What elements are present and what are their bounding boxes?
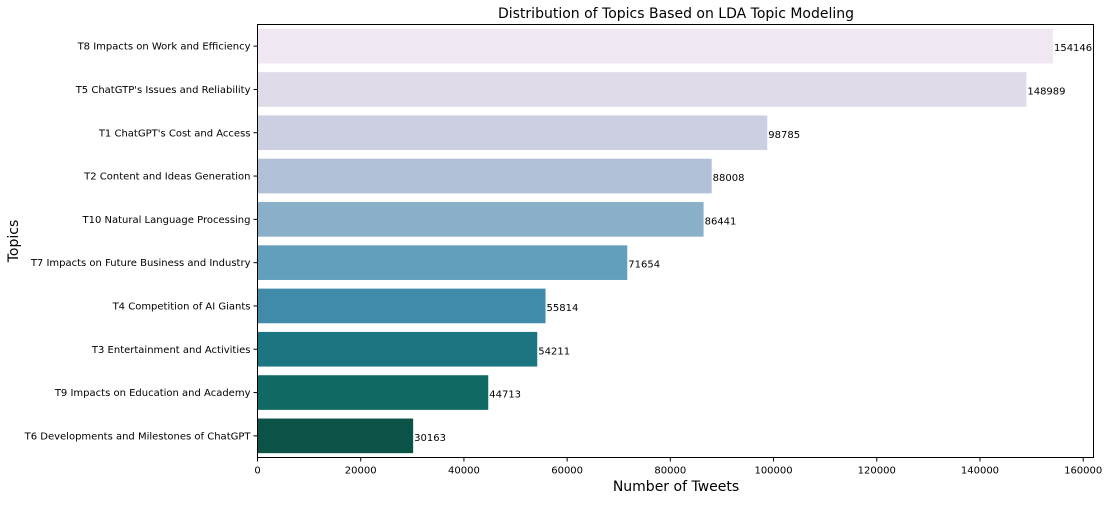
data-label: 44713 [489,390,521,401]
y-tick-label: T2 Content and Ideas Generation [83,172,250,183]
data-label: 98785 [768,130,800,141]
y-tick-label: T5 ChatGTP's Issues and Reliability [75,85,251,96]
bar-8 [257,331,538,367]
x-tick-label: 40000 [448,466,480,477]
data-label: 71654 [628,260,660,271]
chart-title: Distribution of Topics Based on LDA Topi… [498,6,854,22]
x-tick-label: 100000 [754,466,792,477]
x-tick-label: 0 [254,466,260,477]
data-label: 55814 [547,303,579,314]
x-tick-label: 20000 [345,466,377,477]
y-ticks-group: T8 Impacts on Work and Efficiency T5 Chat… [24,42,258,442]
bar-2 [257,72,1027,107]
y-tick-label: T3 Entertainment and Activities [91,345,251,356]
y-tick-label: T9 Impacts on Education and Academy [54,388,251,399]
data-labels-group: 154146 148989 98785 88008 86441 71654 55814 542… [414,43,1092,444]
y-tick-label: T10 Natural Language Processing [81,215,250,226]
bar-3 [257,115,768,151]
data-label: 148989 [1027,86,1065,97]
y-tick-label: T1 ChatGPT's Cost and Access [98,128,251,139]
y-axis-title: Topics [6,220,22,264]
plot-frame [257,24,1094,458]
bar-10 [257,418,414,454]
bar-7 [257,288,546,324]
bar-1 [257,28,1053,64]
x-tick-label: 80000 [654,466,686,477]
bar-9 [257,375,489,410]
y-tick-label: T7 Impacts on Future Business and Indust… [30,258,251,269]
bar-6 [257,245,628,280]
y-tick-label: T8 Impacts on Work and Efficiency [77,42,251,53]
bar-4 [257,158,712,194]
bars-group [257,28,1053,454]
x-axis-title: Number of Tweets [613,479,739,495]
data-label: 86441 [705,216,737,227]
bar-5 [257,202,704,237]
x-tick-label: 140000 [961,466,999,477]
data-label: 54211 [538,346,570,357]
y-tick-label: T6 Developments and Milestones of ChatGP… [24,431,252,442]
data-label: 154146 [1054,43,1092,54]
x-tick-label: 120000 [858,466,896,477]
data-label: 88008 [713,173,745,184]
x-ticks-group: 0 20000 40000 60000 80000 100000 120000 140000 1… [254,457,1102,477]
x-tick-label: 60000 [551,466,583,477]
y-tick-label: T4 Competition of AI Giants [112,301,251,312]
x-tick-label: 160000 [1064,466,1102,477]
data-label: 30163 [414,433,446,444]
